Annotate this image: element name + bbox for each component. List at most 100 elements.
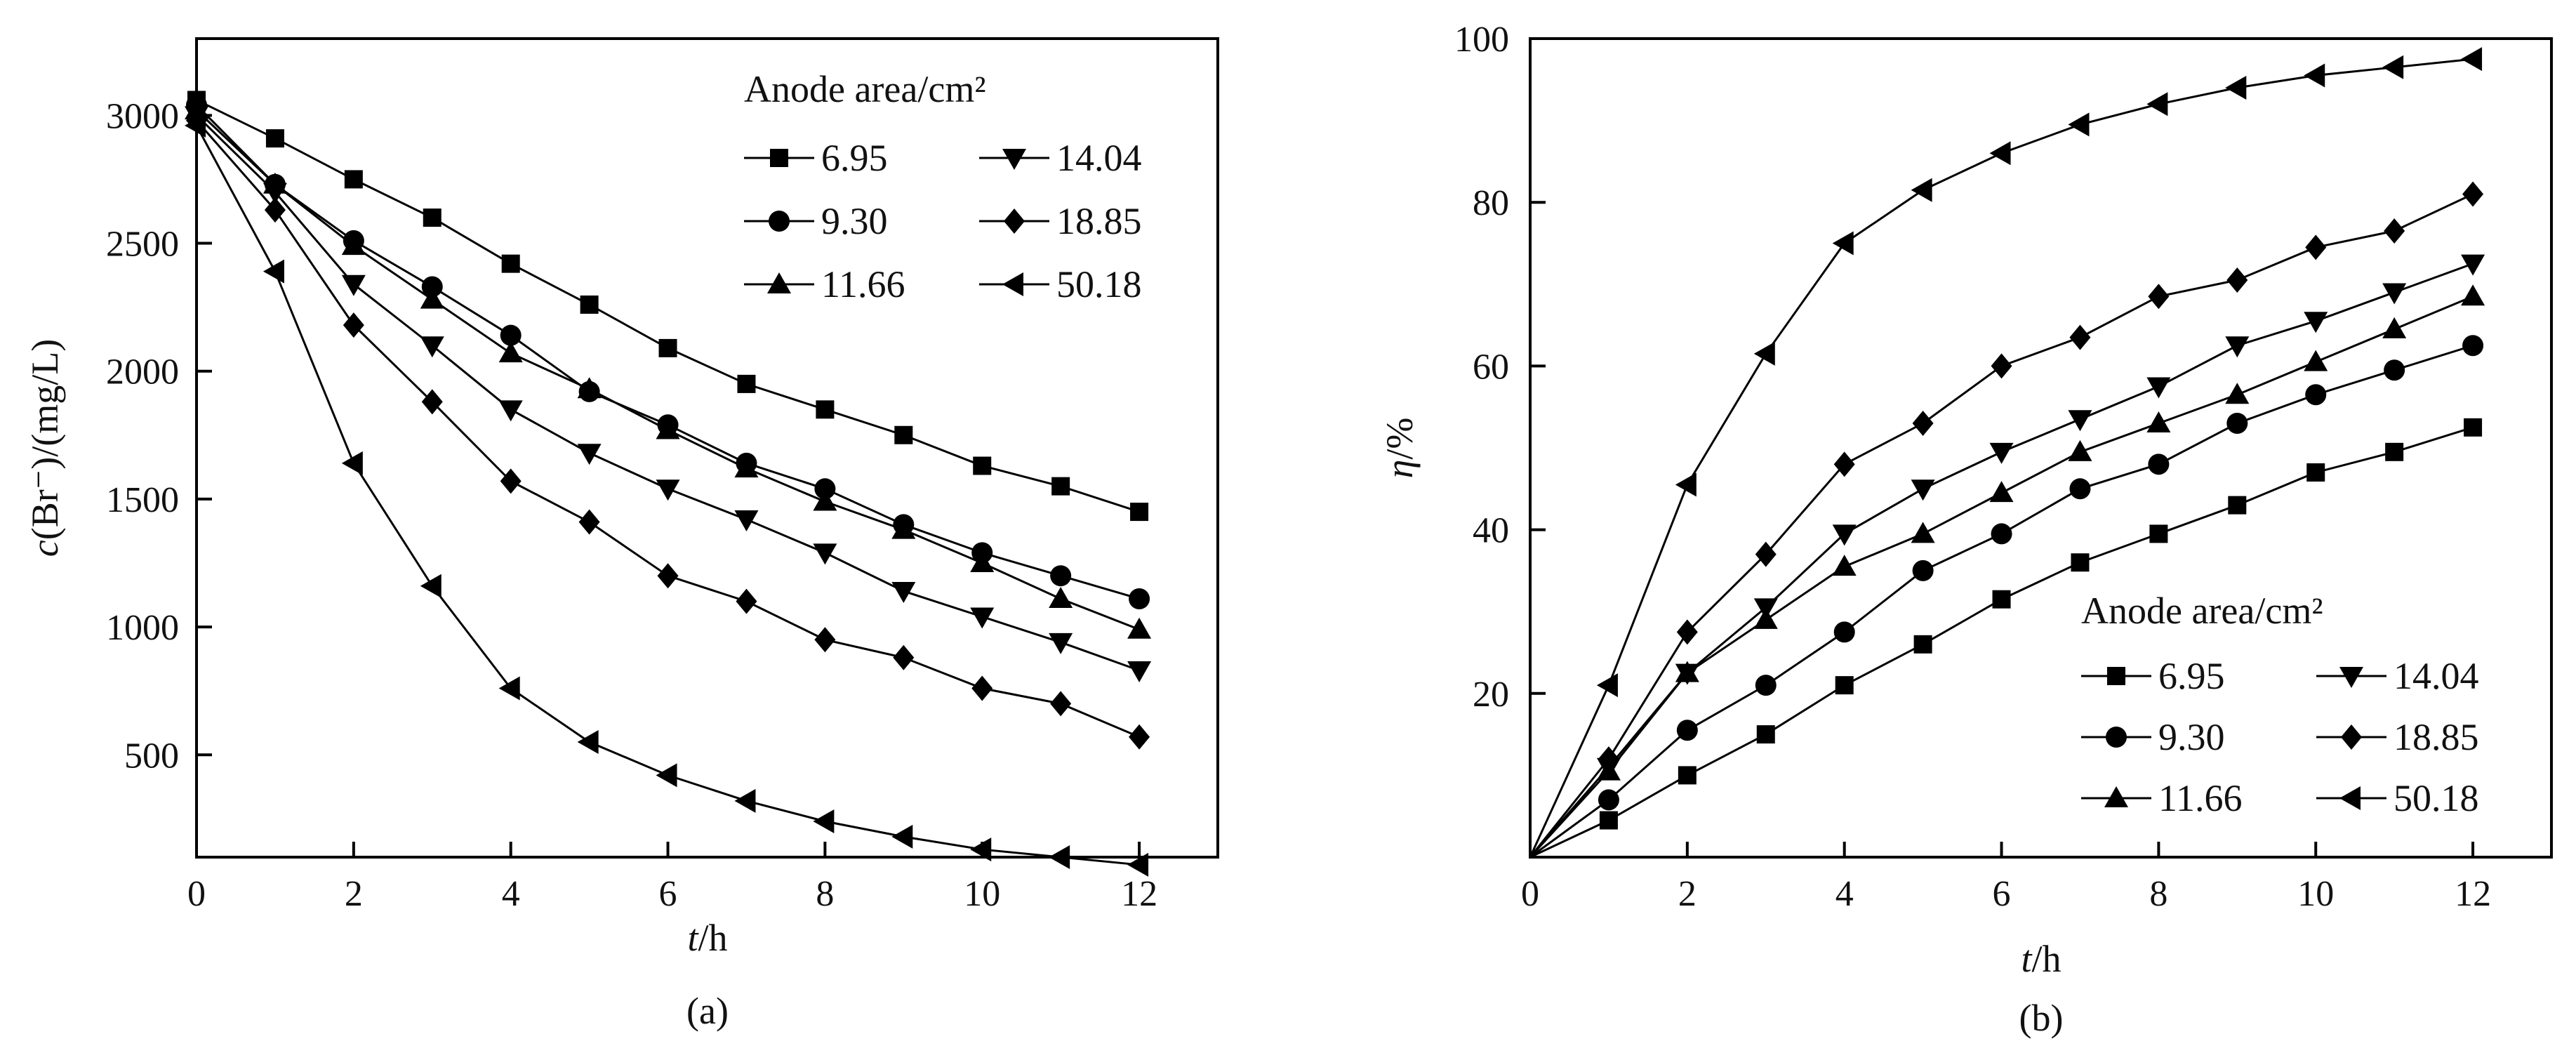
data-point-14.04 [341,274,366,296]
legend-marker [1002,272,1023,296]
data-point-14.04 [498,400,523,422]
series-line-14.04 [1529,263,2474,858]
ticks-a: 0 2 4 6 8 10 12 500 1000 1500 2000 2500 3000 [106,96,1157,914]
legend-label: 14.04 [2394,655,2479,697]
data-point-50.18 [1832,231,1854,256]
data-point-18.85 [1050,691,1072,717]
ticks-b: 0 2 4 6 8 10 12 20 40 60 80 100 [1454,20,2491,914]
legend-label: 9.30 [821,200,888,242]
y-axis-title-a: c(Br⁻)/(mg/L) [24,339,66,557]
legend-item-6.95: 6.95 [2081,655,2225,697]
data-point-14.04 [1989,442,2014,464]
data-point-18.85 [814,627,836,653]
legend-label: 18.85 [1056,200,1142,242]
data-point-6.95 [1756,725,1775,744]
series-line-11.66 [195,109,1140,631]
y-tick-label: 500 [124,736,179,776]
legend-marker [1004,208,1025,234]
data-point-9.30 [1833,621,1855,643]
legend-marker [2107,667,2125,685]
data-point-14.04 [2461,254,2485,276]
data-point-50.18 [891,824,913,849]
y-tick-label: 1000 [106,608,179,648]
data-point-50.18 [263,259,284,284]
y-axis-title-italic-b: η [1379,460,1421,479]
series-group-a [185,91,1152,877]
data-point-50.18 [970,837,992,862]
y-tick-label: 1500 [106,480,179,520]
data-point-11.66 [498,341,523,363]
data-point-50.18 [1127,852,1149,877]
data-point-14.04 [2225,336,2250,358]
legend-marker [2339,667,2363,688]
y-tick-label: 80 [1473,183,1509,223]
legend-item-50.18: 50.18 [979,263,1142,305]
data-point-6.95 [1835,676,1854,695]
data-point-50.18 [341,451,363,475]
data-point-6.95 [423,208,441,227]
legend-label: 9.30 [2158,716,2225,758]
legend-label: 14.04 [1056,137,1142,179]
data-point-9.30 [2384,359,2405,381]
y-axis-title-b: η/% [1379,418,1421,479]
data-point-6.95 [1678,766,1697,785]
data-point-11.66 [1989,481,2014,503]
x-axis-title-b: t/h [2021,938,2061,980]
chart-panel-a: 0 2 4 6 8 10 12 500 1000 1500 2000 2500 3000 Anode a… [24,37,1219,1032]
x-axis-title-italic-b: t [2021,938,2033,980]
panel-label-a: (a) [686,990,729,1032]
data-point-9.30 [1676,720,1698,741]
data-point-6.95 [1992,590,2011,609]
data-point-11.66 [341,234,366,256]
data-point-18.85 [1755,541,1777,567]
panel-label-b: (b) [2019,997,2064,1039]
data-point-50.18 [577,730,599,755]
data-point-50.18 [656,763,677,788]
x-tick-label: 2 [345,874,363,914]
data-point-50.18 [2225,75,2247,100]
y-tick-label: 60 [1473,347,1509,387]
data-point-14.04 [1049,633,1073,654]
data-point-18.85 [578,509,600,535]
series-18.85 [1529,181,2484,858]
series-14.04 [1529,254,2485,858]
data-point-9.30 [421,276,443,298]
plot-frame-b [1529,37,2553,859]
data-point-18.85 [2384,218,2405,244]
data-point-18.85 [657,563,679,589]
y-tick-label: 20 [1473,675,1509,715]
data-point-50.18 [1911,178,1932,202]
legend-marker [2339,786,2361,810]
data-point-14.04 [2068,410,2092,432]
series-6.95 [1529,418,2483,859]
legend-marker [2106,727,2127,748]
data-point-50.18 [1753,341,1775,366]
data-point-9.30 [2305,384,2327,406]
data-point-50.18 [813,809,835,833]
data-point-14.04 [577,444,602,465]
y-tick-label: 3000 [106,96,179,136]
data-point-11.66 [970,550,995,572]
series-group-b [1529,47,2485,859]
data-point-14.04 [1675,663,1699,685]
legend-label: 50.18 [2394,777,2479,819]
data-point-14.04 [1753,598,1778,620]
series-18.85 [186,107,1150,750]
data-point-18.85 [500,468,522,494]
data-point-6.95 [2228,496,2247,515]
data-point-18.85 [1991,353,2012,379]
data-point-18.85 [971,675,993,701]
y-tick-label: 100 [1454,20,1509,60]
data-point-18.85 [1912,411,1934,437]
data-point-6.95 [501,254,520,273]
y-axis-title-italic-a: c [24,540,66,557]
data-point-11.66 [2225,383,2250,404]
data-point-9.30 [2148,453,2170,475]
data-point-6.95 [580,295,599,314]
legend-title: Anode area/cm² [744,68,986,110]
x-axis-title-rest-a: /h [698,917,728,959]
legend-label: 18.85 [2394,716,2479,758]
data-point-9.30 [1912,559,1934,581]
y-axis-title-rest-a: (Br⁻)/(mg/L) [24,339,66,540]
data-point-9.30 [1755,675,1777,696]
